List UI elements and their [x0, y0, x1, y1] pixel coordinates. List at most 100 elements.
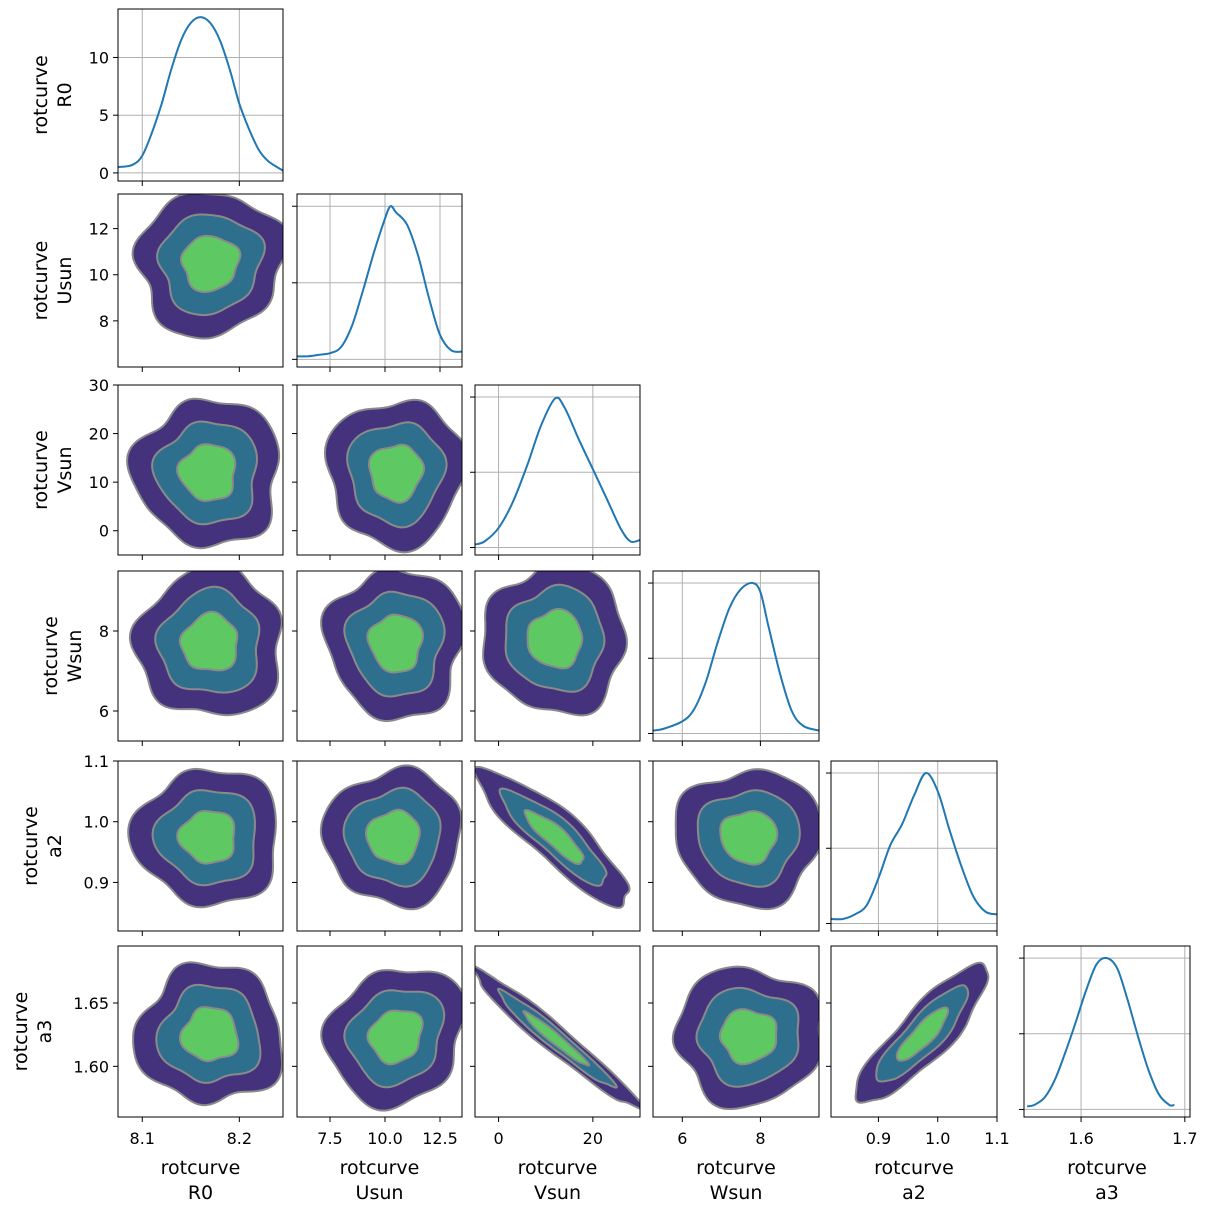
panel-frame — [296, 570, 463, 742]
y-tick-label: 0.9 — [84, 873, 109, 892]
ticks-4-2 — [470, 760, 594, 936]
panel-frame — [474, 945, 641, 1118]
y-tick-label: 1.0 — [84, 813, 109, 832]
panel-frame — [652, 945, 820, 1118]
x-axis-label: a3 — [1095, 1182, 1119, 1204]
x-axis-R0: 8.1 8.2 rotcurve R0 — [130, 1129, 253, 1204]
kde-curve-a2 — [831, 772, 997, 921]
panel-frame — [296, 193, 463, 368]
x-tick-label: 0 — [493, 1129, 503, 1148]
panel-frame — [296, 384, 463, 556]
y-tick-label: 10 — [89, 473, 109, 492]
ticks-2-0 — [113, 384, 240, 560]
contour-level-3 — [718, 1008, 778, 1066]
contour-panel-a2-a3 — [830, 945, 998, 1118]
y-tick-label: 6 — [99, 702, 109, 721]
x-axis-label: Wsun — [710, 1182, 763, 1204]
contour-panel-Usun-Vsun — [296, 384, 463, 556]
y-axis-a3: 1.60 1.65 rotcurve a3 — [10, 992, 109, 1077]
x-axis-label: R0 — [188, 1182, 213, 1204]
y-tick-label: 1.65 — [73, 994, 109, 1013]
contour-panel-Usun-a2 — [296, 760, 463, 932]
contour-level-3 — [179, 1006, 240, 1063]
kde-curve-Wsun — [653, 581, 819, 732]
contour-panel-Vsun-a2 — [474, 760, 641, 932]
y-tick-label: 30 — [89, 376, 109, 395]
x-tick-label: 1.7 — [1172, 1129, 1197, 1148]
y-tick-label: 10 — [89, 48, 109, 67]
ticks-3-0 — [113, 630, 240, 746]
panel-frame — [652, 570, 820, 742]
contour-panel-R0-a2 — [117, 760, 284, 932]
x-axis-Wsun: 6 8 rotcurve Wsun — [677, 1129, 776, 1204]
panel-frame — [117, 945, 284, 1118]
contour-level-3 — [523, 808, 585, 865]
kde-panel-a3 — [1019, 945, 1191, 1118]
x-tick-label: 0.9 — [866, 1129, 891, 1148]
y-axis-label: Wsun — [64, 630, 86, 683]
contour-panel-R0-Usun — [117, 193, 284, 368]
x-axis-label: rotcurve — [874, 1157, 954, 1179]
panel-frame — [474, 760, 641, 932]
y-axis-label: rotcurve — [30, 430, 52, 510]
contour-panel-Usun-a3 — [296, 945, 463, 1118]
panel-frame — [830, 760, 998, 932]
contour-panel-Usun-Wsun — [296, 570, 463, 742]
contour-level-3 — [176, 443, 237, 503]
kde-panel-Usun — [292, 193, 463, 368]
y-tick-label: 1.60 — [73, 1057, 109, 1076]
ticks-4-0 — [113, 760, 240, 936]
contour-panel-R0-Vsun — [117, 384, 284, 556]
x-tick-label: 8.1 — [130, 1129, 155, 1148]
x-tick-label: 8.2 — [227, 1129, 252, 1148]
contour-panel-Vsun-a3 — [474, 945, 641, 1118]
panel-frame — [296, 760, 463, 932]
panel-frame — [474, 570, 641, 742]
panel-frame — [117, 8, 284, 182]
x-axis-label: a2 — [902, 1182, 926, 1204]
ticks-4-1 — [292, 760, 441, 936]
contour-level-3 — [365, 808, 421, 866]
ticks-5-0 — [113, 1002, 240, 1122]
ticks-5-1 — [292, 1002, 441, 1122]
y-axis-label: a3 — [34, 1020, 56, 1044]
y-axis-label: a2 — [44, 834, 66, 858]
contour-panel-Wsun-a2 — [652, 760, 820, 932]
contour-level-3 — [719, 810, 779, 866]
y-tick-label: 0 — [99, 522, 109, 541]
contour-level-3 — [180, 234, 242, 293]
y-axis-label: Vsun — [54, 447, 76, 494]
y-tick-label: 1.1 — [84, 752, 109, 771]
ticks-2-2 — [498, 555, 594, 560]
contour-level-3 — [366, 1009, 424, 1066]
y-tick-label: 10 — [89, 266, 109, 285]
kde-curve-R0 — [118, 16, 283, 172]
x-axis-label: rotcurve — [518, 1157, 598, 1179]
y-axis-a2: 0.9 1.0 1.1 rotcurve a2 — [20, 752, 109, 892]
contour-panel-R0-a3 — [117, 945, 284, 1118]
x-axis-label: Usun — [356, 1182, 404, 1204]
panel-frame — [117, 384, 284, 556]
contour-level-3 — [895, 1006, 950, 1062]
y-axis-label: Usun — [54, 257, 76, 305]
x-axis-label: Vsun — [534, 1182, 581, 1204]
y-axis-label: rotcurve — [30, 241, 52, 321]
panel-frame — [474, 384, 641, 556]
ticks-3-3 — [681, 741, 761, 746]
y-tick-label: 12 — [89, 220, 109, 239]
x-tick-label: 1.0 — [925, 1129, 950, 1148]
contour-level-3 — [367, 443, 425, 504]
x-tick-label: 1.6 — [1068, 1129, 1093, 1148]
contour-panel-Vsun-Wsun — [474, 570, 641, 742]
y-tick-label: 0 — [99, 164, 109, 183]
ticks-5-4 — [826, 1002, 998, 1122]
contour-panel-Wsun-a3 — [652, 945, 820, 1118]
x-axis-label: rotcurve — [696, 1157, 776, 1179]
ticks-4-3 — [648, 760, 761, 936]
contour-level-3 — [526, 607, 584, 670]
x-tick-label: 20 — [583, 1129, 603, 1148]
contour-panel-R0-Wsun — [117, 570, 284, 742]
ticks-0-0 — [141, 181, 240, 186]
contour-level-3 — [178, 610, 239, 672]
